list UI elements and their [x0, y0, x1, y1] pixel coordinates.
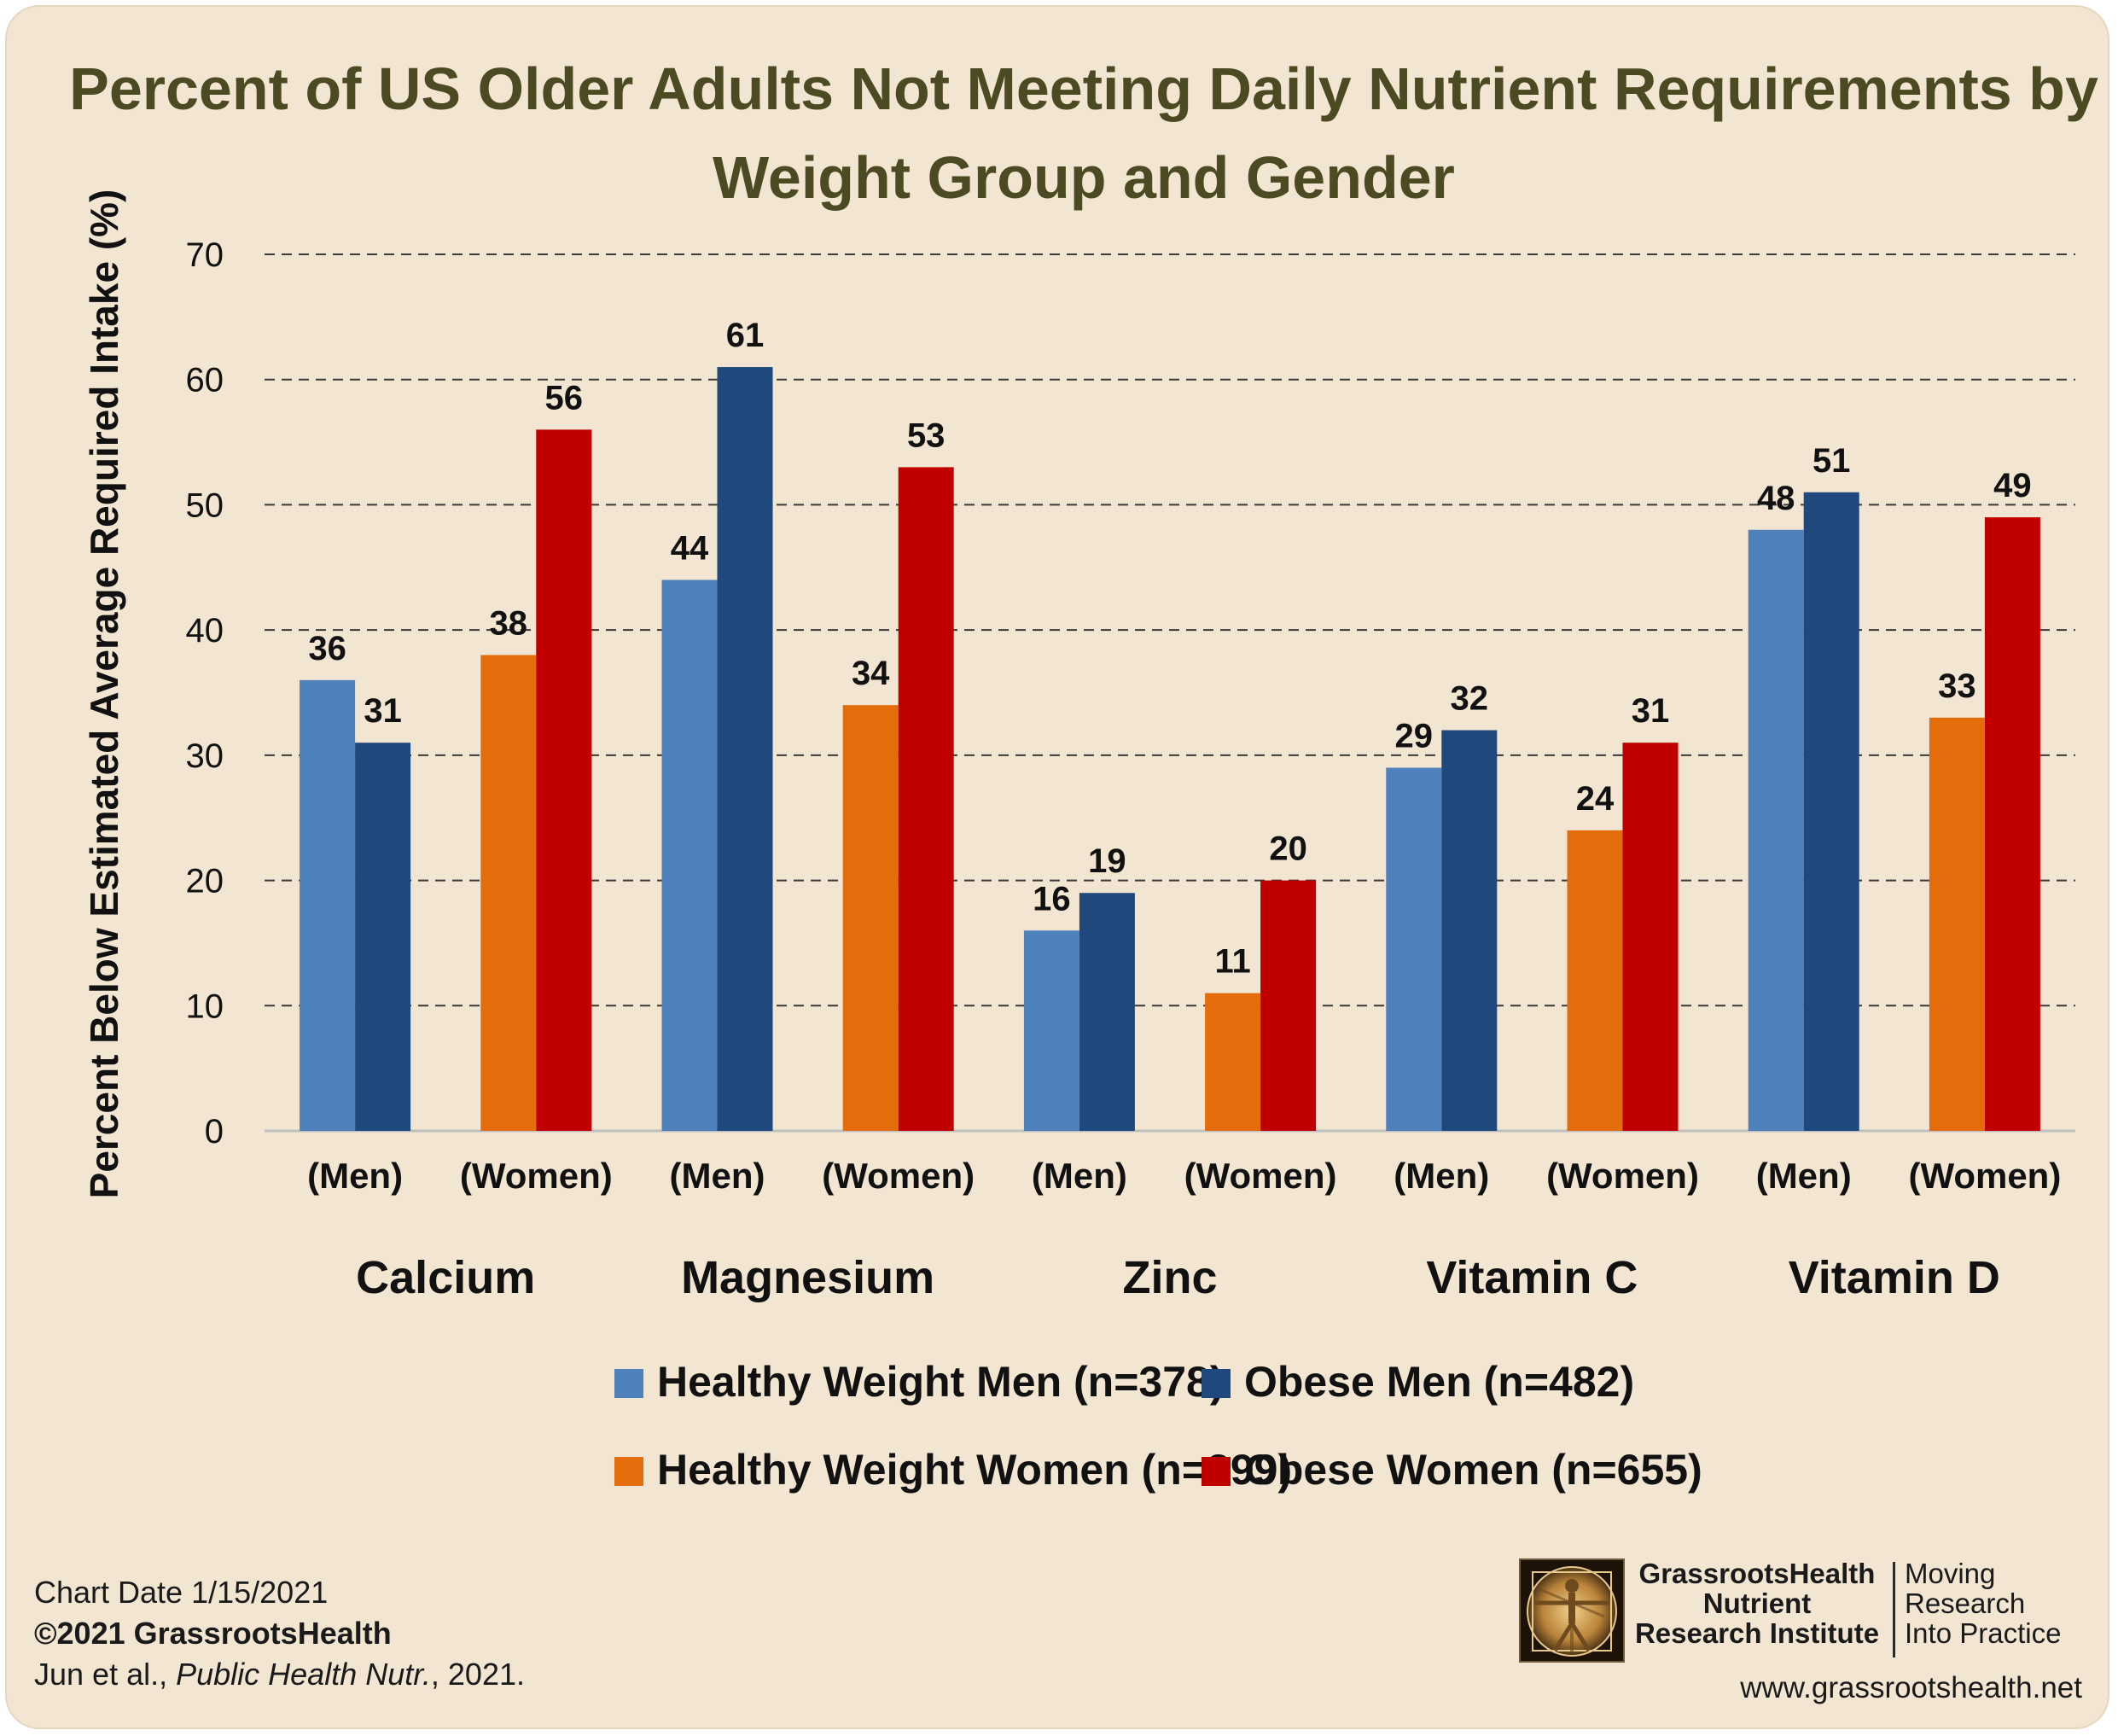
x-subgroup-label: (Men) — [307, 1156, 403, 1196]
data-label: 16 — [1033, 880, 1071, 918]
citation-authors: Jun et al., — [34, 1657, 177, 1692]
x-subgroup-label: (Men) — [1756, 1156, 1852, 1196]
copyright: ©2021 GrassrootsHealth — [34, 1616, 392, 1651]
data-label: 61 — [726, 317, 765, 354]
chart-title-line-2: Weight Group and Gender — [713, 144, 1455, 211]
bar — [1441, 730, 1498, 1131]
bar — [1260, 880, 1317, 1131]
vitruvian-man-icon — [1519, 1558, 1625, 1663]
logo-name-line-2: Nutrient — [1702, 1587, 1812, 1619]
bar — [355, 743, 411, 1131]
data-label: 36 — [308, 630, 346, 667]
data-label: 51 — [1813, 442, 1851, 480]
logo-tagline-line-2: Research — [1905, 1587, 2026, 1619]
data-label: 32 — [1451, 680, 1489, 718]
bar — [898, 467, 954, 1131]
data-label: 11 — [1214, 943, 1250, 981]
data-label: 49 — [1993, 467, 2032, 504]
legend-label: Obese Women (n=655) — [1244, 1446, 1702, 1494]
bar — [717, 367, 773, 1131]
x-subgroup-label: (Men) — [1394, 1156, 1489, 1196]
citation-year: , 2021. — [430, 1657, 525, 1692]
x-category-label: Vitamin C — [1426, 1252, 1638, 1303]
chart-title-line-1: Percent of US Older Adults Not Meeting D… — [69, 55, 2098, 122]
bar — [1929, 717, 1985, 1131]
legend-swatch — [1202, 1457, 1231, 1486]
data-label: 44 — [671, 529, 709, 567]
data-label: 31 — [364, 692, 402, 730]
bar — [1803, 492, 1859, 1131]
legend-swatch — [614, 1369, 643, 1398]
logo-tagline-line-3: Into Practice — [1905, 1617, 2062, 1649]
x-category-label: Vitamin D — [1789, 1252, 2000, 1303]
data-label: 38 — [490, 604, 528, 642]
bar — [1079, 893, 1135, 1131]
legend-label: Obese Men (n=482) — [1244, 1358, 1634, 1406]
data-label: 34 — [852, 655, 890, 692]
legend-label: Healthy Weight Men (n=378) — [657, 1358, 1224, 1406]
y-tick-label: 70 — [186, 236, 224, 274]
bar — [1984, 517, 2040, 1131]
data-label: 33 — [1938, 667, 1976, 705]
footer-notes: Chart Date 1/15/2021 ©2021 GrassrootsHea… — [34, 1572, 525, 1695]
bar — [300, 679, 356, 1131]
y-tick-label: 40 — [186, 612, 224, 650]
x-subgroup-label: (Women) — [1546, 1156, 1699, 1196]
website-link[interactable]: www.grassrootshealth.net — [1740, 1671, 2082, 1704]
data-label: 56 — [545, 379, 584, 417]
citation: Jun et al., Public Health Nutr., 2021. — [34, 1654, 525, 1695]
y-tick-label: 30 — [186, 737, 224, 775]
bar — [842, 705, 899, 1131]
x-subgroup-label: (Women) — [460, 1156, 613, 1196]
y-axis-title: Percent Below Estimated Average Required… — [82, 189, 126, 1199]
data-label: 48 — [1757, 480, 1795, 517]
data-label: 53 — [907, 417, 946, 454]
data-label: 19 — [1088, 842, 1126, 880]
legend: Healthy Weight Men (n=378) Obese Men (n=4… — [614, 1358, 1702, 1494]
logo-tagline-line-1: Moving — [1905, 1558, 1996, 1589]
bar — [1023, 930, 1079, 1131]
data-label: 29 — [1395, 718, 1434, 755]
x-axis: (Men) (Women) Calcium (Men) (Women) Magnesium… — [307, 1156, 2061, 1303]
logo: GrassrootsHealth Nutrient Research Insti… — [1519, 1558, 2082, 1712]
logo-tagline: Moving Research Into Practice — [1905, 1558, 2092, 1648]
bar — [1567, 830, 1623, 1131]
x-subgroup-label: (Women) — [1908, 1156, 2061, 1196]
bar — [1205, 993, 1261, 1131]
logo-name: GrassrootsHealth Nutrient Research Insti… — [1633, 1558, 1881, 1648]
data-labels: 36 31 38 56 44 61 34 53 16 19 11 20 29 32 24 31 48 51 33 49 — [308, 317, 2031, 981]
y-tick-label: 10 — [186, 987, 224, 1025]
bar — [661, 580, 718, 1131]
x-subgroup-label: (Men) — [1032, 1156, 1127, 1196]
bars — [300, 367, 2040, 1131]
logo-name-line-3: Research Institute — [1634, 1617, 1880, 1649]
bar — [1622, 743, 1679, 1131]
legend-swatch — [614, 1457, 643, 1486]
data-label: 20 — [1269, 830, 1307, 868]
logo-divider — [1893, 1562, 1895, 1657]
data-label: 31 — [1632, 692, 1670, 730]
y-tick-label: 50 — [186, 486, 224, 524]
legend-label: Healthy Weight Women (n=399) — [657, 1446, 1292, 1494]
logo-name-line-1: GrassrootsHealth — [1638, 1558, 1876, 1589]
y-tick-label: 60 — [186, 362, 224, 399]
legend-swatch — [1202, 1369, 1231, 1398]
chart-date: Chart Date 1/15/2021 — [34, 1575, 329, 1610]
bar — [480, 655, 537, 1131]
citation-journal: Public Health Nutr. — [176, 1657, 431, 1692]
bar — [1748, 529, 1804, 1131]
x-category-label: Calcium — [356, 1252, 535, 1303]
x-category-label: Magnesium — [681, 1252, 934, 1303]
x-subgroup-label: (Men) — [670, 1156, 765, 1196]
x-subgroup-label: (Women) — [1184, 1156, 1337, 1196]
x-subgroup-label: (Women) — [822, 1156, 975, 1196]
y-tick-label: 20 — [186, 863, 224, 900]
data-label: 24 — [1576, 780, 1615, 818]
y-tick-label: 0 — [205, 1113, 224, 1151]
bar — [536, 429, 592, 1131]
x-category-label: Zinc — [1122, 1252, 1217, 1303]
bar — [1386, 767, 1442, 1131]
